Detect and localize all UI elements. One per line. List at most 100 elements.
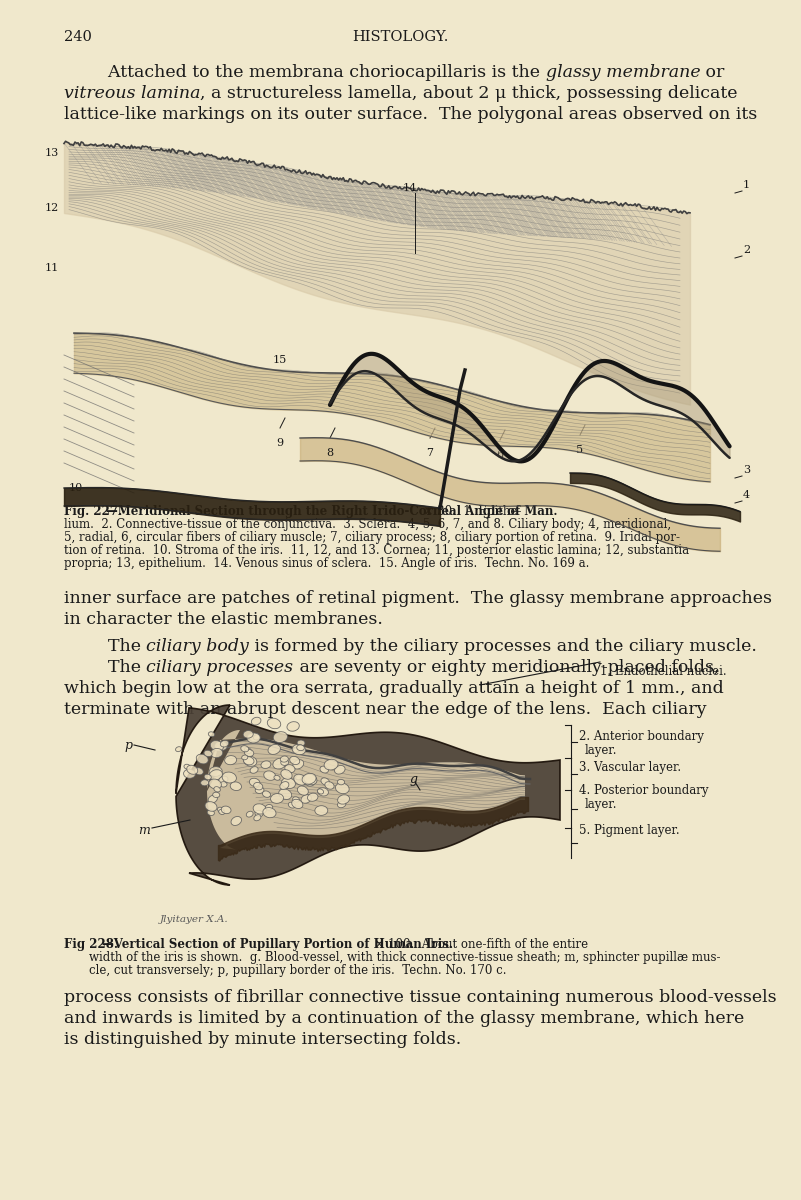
Text: Fig. 227.: Fig. 227.: [64, 505, 122, 518]
Ellipse shape: [249, 779, 260, 786]
Text: propria; 13, epithelium.  14. Venous sinus of sclera.  15. Angle of iris.  Techn: propria; 13, epithelium. 14. Venous sinu…: [64, 557, 590, 570]
Ellipse shape: [318, 787, 328, 796]
Text: 3. Vascular layer.: 3. Vascular layer.: [579, 761, 681, 774]
Ellipse shape: [244, 748, 252, 754]
Text: ciliary processes: ciliary processes: [147, 659, 293, 676]
Text: ciliary body: ciliary body: [147, 638, 249, 655]
Text: Attached to the membrana choriocapillaris is the: Attached to the membrana choriocapillari…: [64, 64, 545, 80]
Ellipse shape: [175, 746, 182, 751]
Text: is distinguished by minute intersecting folds.: is distinguished by minute intersecting …: [64, 1031, 461, 1048]
Text: Fig 228.: Fig 228.: [64, 938, 118, 950]
Ellipse shape: [321, 778, 329, 785]
Ellipse shape: [292, 799, 303, 809]
Text: layer.: layer.: [585, 744, 618, 757]
Ellipse shape: [250, 767, 258, 773]
Ellipse shape: [315, 805, 328, 815]
Ellipse shape: [287, 721, 300, 731]
Text: which begin low at the ora serrata, gradually attain a height of 1 mm., and: which begin low at the ora serrata, grad…: [64, 680, 724, 697]
Text: 1. Endothelial nuclei.: 1. Endothelial nuclei.: [600, 665, 727, 678]
Ellipse shape: [271, 793, 284, 803]
Ellipse shape: [201, 780, 209, 786]
Text: 7: 7: [426, 448, 433, 458]
Text: 3: 3: [743, 464, 750, 475]
Text: —Meridional Section through the Right Irido-Corneal Angle of Man.: —Meridional Section through the Right Ir…: [106, 505, 557, 518]
Ellipse shape: [224, 756, 236, 764]
Ellipse shape: [263, 808, 276, 817]
Ellipse shape: [308, 793, 318, 802]
Ellipse shape: [324, 760, 338, 770]
Ellipse shape: [250, 733, 260, 742]
Ellipse shape: [317, 788, 324, 794]
Text: 4: 4: [743, 490, 750, 500]
Text: is formed by the ciliary processes and the ciliary muscle.: is formed by the ciliary processes and t…: [249, 638, 757, 655]
Ellipse shape: [307, 776, 316, 785]
Ellipse shape: [220, 781, 227, 787]
Ellipse shape: [290, 756, 300, 764]
Text: m: m: [138, 823, 150, 836]
Ellipse shape: [241, 745, 249, 752]
Ellipse shape: [214, 787, 220, 792]
Ellipse shape: [230, 782, 242, 791]
Ellipse shape: [195, 768, 203, 775]
Text: 6: 6: [497, 450, 504, 460]
Ellipse shape: [183, 769, 195, 779]
Ellipse shape: [320, 766, 328, 773]
Ellipse shape: [219, 776, 228, 784]
Text: layer.: layer.: [585, 798, 618, 811]
Ellipse shape: [218, 808, 224, 812]
Text: The: The: [64, 659, 147, 676]
Ellipse shape: [261, 761, 271, 768]
Text: in character the elastic membranes.: in character the elastic membranes.: [64, 611, 383, 628]
Text: 11: 11: [45, 263, 59, 272]
Text: 13: 13: [45, 148, 59, 158]
Ellipse shape: [288, 802, 296, 808]
Text: width of the iris is shown.  g. Blood-vessel, with thick connective-tissue sheat: width of the iris is shown. g. Blood-ves…: [89, 950, 721, 964]
Text: 240: 240: [64, 30, 92, 44]
Ellipse shape: [208, 732, 215, 737]
Text: 12: 12: [45, 203, 59, 214]
Text: 8: 8: [327, 448, 333, 458]
Text: 14: 14: [403, 182, 417, 193]
Text: p: p: [124, 738, 132, 751]
Ellipse shape: [297, 740, 305, 746]
Text: tion of retina.  10. Stroma of the iris.  11, 12, and 13. Cornea; 11, posterior : tion of retina. 10. Stroma of the iris. …: [64, 544, 689, 557]
Ellipse shape: [297, 786, 308, 796]
Ellipse shape: [274, 775, 280, 780]
Text: vitreous lamina: vitreous lamina: [64, 85, 200, 102]
Text: 2. Anterior boundary: 2. Anterior boundary: [579, 730, 704, 743]
Ellipse shape: [296, 775, 302, 780]
Ellipse shape: [209, 769, 223, 780]
Ellipse shape: [293, 748, 299, 752]
Ellipse shape: [220, 740, 229, 746]
Ellipse shape: [211, 749, 223, 757]
Ellipse shape: [335, 766, 345, 774]
Ellipse shape: [196, 754, 208, 764]
Ellipse shape: [273, 732, 288, 743]
Text: 10: 10: [69, 482, 83, 493]
Ellipse shape: [231, 816, 242, 826]
Text: glassy membrane: glassy membrane: [545, 64, 700, 80]
Ellipse shape: [337, 800, 346, 808]
Ellipse shape: [209, 767, 222, 776]
Text: and inwards is limited by a continuation of the glassy membrane, which here: and inwards is limited by a continuation…: [64, 1010, 744, 1027]
Ellipse shape: [221, 806, 231, 814]
Ellipse shape: [280, 760, 288, 766]
Ellipse shape: [209, 779, 221, 790]
Text: 15: 15: [273, 355, 287, 365]
Ellipse shape: [219, 810, 224, 815]
Bar: [64, 133, 740, 500]
Text: 5, radial, 6, circular fibers of ciliary muscle; 7, ciliary process; 8, ciliary : 5, radial, 6, circular fibers of ciliary…: [64, 530, 680, 544]
Text: × 30.  1. Epithe-: × 30. 1. Epithe-: [416, 505, 521, 518]
Ellipse shape: [252, 718, 261, 725]
Text: × 100.  About one-fifth of the entire: × 100. About one-fifth of the entire: [367, 938, 588, 950]
Ellipse shape: [264, 770, 276, 780]
Ellipse shape: [337, 779, 344, 785]
Ellipse shape: [242, 755, 248, 760]
Ellipse shape: [215, 742, 227, 751]
Ellipse shape: [281, 769, 292, 779]
Ellipse shape: [273, 758, 286, 769]
Ellipse shape: [253, 734, 260, 740]
Ellipse shape: [247, 733, 260, 743]
Ellipse shape: [304, 774, 317, 785]
Ellipse shape: [294, 774, 307, 785]
